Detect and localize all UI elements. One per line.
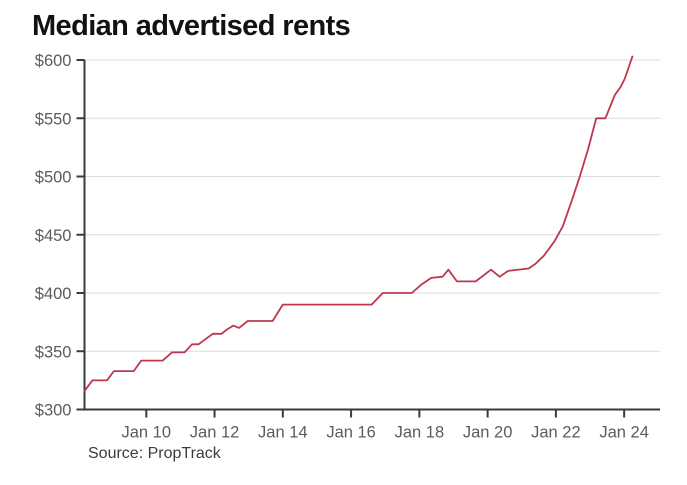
x-tick-label: Jan 10 bbox=[122, 424, 172, 442]
y-tick-label: $350 bbox=[35, 343, 72, 361]
chart-title: Median advertised rents bbox=[32, 10, 351, 42]
source-note: Source: PropTrack bbox=[88, 445, 221, 462]
x-tick-label: Jan 16 bbox=[326, 424, 376, 442]
x-tick-label: Jan 24 bbox=[599, 424, 649, 442]
x-tick-label: Jan 18 bbox=[395, 424, 445, 442]
x-tick-label: Jan 20 bbox=[463, 424, 513, 442]
x-tick-label: Jan 12 bbox=[190, 424, 240, 442]
rent-line bbox=[83, 55, 634, 392]
y-tick-label: $300 bbox=[35, 402, 72, 420]
y-tick-label: $450 bbox=[35, 227, 72, 245]
x-tick-label: Jan 14 bbox=[258, 424, 308, 442]
y-tick-label: $550 bbox=[35, 110, 72, 128]
y-tick-label: $400 bbox=[35, 285, 72, 303]
x-tick-label: Jan 22 bbox=[531, 424, 581, 442]
y-tick-label: $500 bbox=[35, 169, 72, 187]
y-tick-label: $600 bbox=[35, 52, 72, 70]
